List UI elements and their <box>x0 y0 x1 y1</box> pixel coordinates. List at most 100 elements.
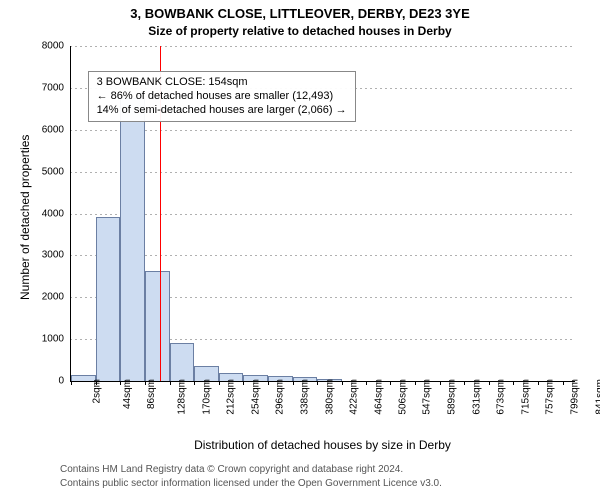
gridline <box>540 255 542 256</box>
gridline <box>365 214 367 215</box>
gridline <box>295 130 297 131</box>
gridline <box>170 172 172 173</box>
gridline <box>435 88 437 89</box>
gridline <box>280 339 282 340</box>
gridline <box>415 255 417 256</box>
gridline <box>225 255 227 256</box>
gridline <box>165 255 167 256</box>
gridline <box>520 88 522 89</box>
gridline <box>75 46 77 47</box>
gridline <box>515 297 517 298</box>
gridline <box>85 214 87 215</box>
gridline <box>375 214 377 215</box>
gridline <box>510 255 512 256</box>
gridline <box>115 214 117 215</box>
gridline <box>495 255 497 256</box>
gridline <box>365 46 367 47</box>
gridline <box>110 46 112 47</box>
gridline <box>445 339 447 340</box>
x-tick-mark <box>513 381 514 385</box>
gridline <box>570 88 572 89</box>
gridline <box>475 297 477 298</box>
gridline <box>310 214 312 215</box>
gridline <box>500 297 502 298</box>
gridline <box>395 88 397 89</box>
gridline <box>405 214 407 215</box>
gridline <box>530 297 532 298</box>
gridline <box>215 297 217 298</box>
gridline <box>375 172 377 173</box>
gridline <box>490 46 492 47</box>
gridline <box>100 46 102 47</box>
gridline <box>415 339 417 340</box>
gridline <box>550 88 552 89</box>
gridline <box>370 88 372 89</box>
gridline <box>155 130 157 131</box>
gridline <box>465 130 467 131</box>
gridline <box>175 339 177 340</box>
x-tick-label: 254sqm <box>250 379 261 415</box>
gridline <box>85 46 87 47</box>
gridline <box>345 255 347 256</box>
gridline <box>205 172 207 173</box>
gridline <box>545 297 547 298</box>
x-tick-label: 380sqm <box>324 379 335 415</box>
gridline <box>80 172 82 173</box>
gridline <box>450 297 452 298</box>
gridline <box>200 214 202 215</box>
gridline <box>370 130 372 131</box>
gridline <box>205 130 207 131</box>
gridline <box>105 130 107 131</box>
x-tick-label: 2sqm <box>92 379 103 403</box>
gridline <box>520 130 522 131</box>
gridline <box>290 172 292 173</box>
gridline <box>200 130 202 131</box>
gridline <box>155 255 157 256</box>
gridline <box>85 130 87 131</box>
gridline <box>275 172 277 173</box>
gridline <box>345 297 347 298</box>
gridline <box>475 255 477 256</box>
gridline <box>425 255 427 256</box>
gridline <box>420 255 422 256</box>
gridline <box>570 255 572 256</box>
gridline <box>105 214 107 215</box>
gridline <box>505 297 507 298</box>
gridline <box>235 46 237 47</box>
gridline <box>480 88 482 89</box>
annotation-line-1: 3 BOWBANK CLOSE: 154sqm <box>97 76 347 90</box>
gridline <box>440 88 442 89</box>
gridline <box>330 339 332 340</box>
gridline <box>215 130 217 131</box>
gridline <box>510 88 512 89</box>
histogram-bar <box>120 98 145 381</box>
gridline <box>220 214 222 215</box>
gridline <box>510 339 512 340</box>
gridline <box>410 297 412 298</box>
gridline <box>180 339 182 340</box>
gridline <box>280 172 282 173</box>
gridline <box>315 255 317 256</box>
gridline <box>430 255 432 256</box>
gridline <box>445 88 447 89</box>
gridline <box>390 255 392 256</box>
gridline <box>330 214 332 215</box>
gridline <box>540 339 542 340</box>
gridline <box>90 339 92 340</box>
gridline <box>275 130 277 131</box>
x-tick-label: 464sqm <box>373 379 384 415</box>
gridline <box>360 214 362 215</box>
gridline <box>255 255 257 256</box>
gridline <box>430 88 432 89</box>
gridline <box>290 255 292 256</box>
gridline <box>330 297 332 298</box>
gridline <box>455 46 457 47</box>
gridline <box>380 255 382 256</box>
gridline <box>335 255 337 256</box>
gridline <box>540 88 542 89</box>
gridline <box>555 46 557 47</box>
gridline <box>185 46 187 47</box>
gridline <box>480 46 482 47</box>
gridline <box>410 255 412 256</box>
y-tick-label: 0 <box>58 376 70 387</box>
